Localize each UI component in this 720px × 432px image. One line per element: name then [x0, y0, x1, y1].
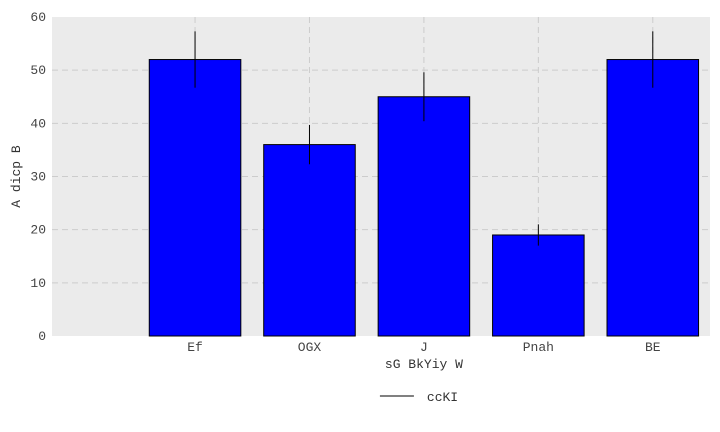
legend-label: ccKI	[427, 390, 458, 405]
legend: ccKI	[379, 390, 458, 405]
bar-Ef	[148, 59, 242, 337]
x-tick-labels: Ef OGX J Pnah BE	[187, 340, 661, 355]
y-tick-label: 50	[30, 63, 46, 78]
x-tick-label: Ef	[187, 340, 203, 355]
bar-BE	[606, 59, 700, 337]
y-tick-label: 20	[30, 223, 46, 238]
x-axis-label: sG BkYiy W	[385, 357, 463, 372]
y-tick-label: 0	[38, 329, 46, 344]
x-tick-label: OGX	[298, 340, 322, 355]
x-tick-label: BE	[645, 340, 661, 355]
y-tick-label: 40	[30, 116, 46, 131]
bar-Pnah	[492, 234, 585, 337]
y-axis-label: A dicp B	[9, 145, 24, 208]
y-tick-labels: 0 10 20 30 40 50 60	[30, 10, 46, 344]
y-tick-label: 60	[30, 10, 46, 25]
bar-J	[377, 96, 471, 337]
error-bars	[194, 31, 654, 246]
bars	[148, 59, 700, 337]
y-tick-label: 10	[30, 276, 46, 291]
bar-OGX	[263, 144, 356, 337]
x-tick-label: J	[420, 340, 428, 355]
x-tick-label: Pnah	[523, 340, 554, 355]
y-tick-label: 30	[30, 170, 46, 185]
